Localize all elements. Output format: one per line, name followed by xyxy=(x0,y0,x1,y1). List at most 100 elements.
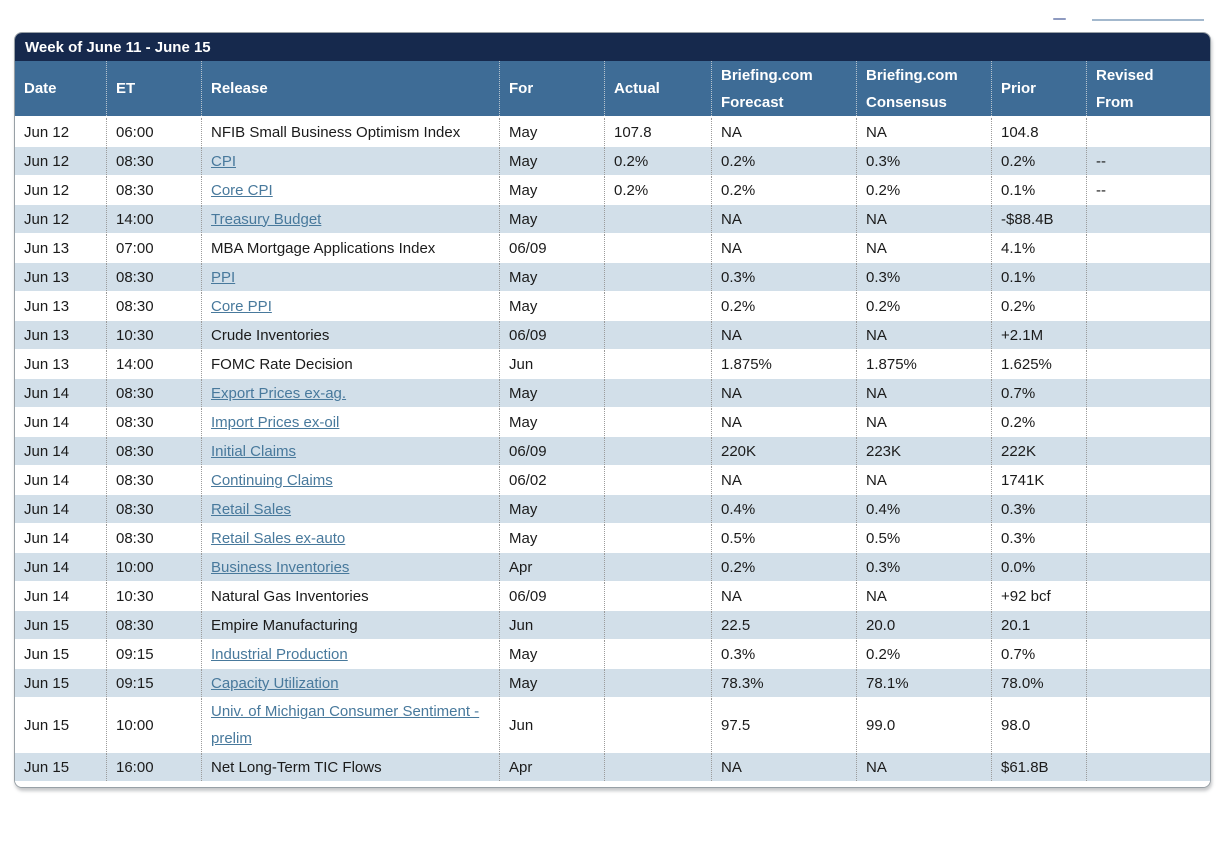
cell-for: May xyxy=(499,263,604,291)
cell-text: Jun 14 xyxy=(24,384,70,402)
release-link[interactable]: Capacity Utilization xyxy=(211,674,339,692)
cell-prior: +92 bcf xyxy=(991,582,1086,610)
cell-for: May xyxy=(499,408,604,436)
cell-text: 0.2% xyxy=(614,181,649,199)
column-header-consensus: Briefing.com Consensus xyxy=(856,61,991,116)
release-link[interactable]: Retail Sales ex-auto xyxy=(211,529,346,547)
cell-text: 0.2% xyxy=(721,152,756,170)
week-title: Week of June 11 - June 15 xyxy=(25,38,211,56)
economic-calendar-table: Week of June 11 - June 15 Date ET Release F… xyxy=(14,32,1211,788)
cell-consensus: NA xyxy=(856,118,991,146)
release-link[interactable]: Business Inventories xyxy=(211,558,350,576)
cell-for: 06/09 xyxy=(499,321,604,349)
release-link[interactable]: PPI xyxy=(211,268,236,286)
cell-revised: -- xyxy=(1086,176,1210,204)
cell-for: May xyxy=(499,640,604,668)
cell-date: Jun 15 xyxy=(15,640,106,668)
cell-et: 14:00 xyxy=(106,205,201,233)
cell-date: Jun 14 xyxy=(15,408,106,436)
table-bottom-padding xyxy=(15,782,1210,787)
cell-consensus: 99.0 xyxy=(856,698,991,752)
release-link[interactable]: Core CPI xyxy=(211,181,273,199)
cell-actual xyxy=(604,292,711,320)
cell-text: Jun 13 xyxy=(24,355,70,373)
cell-forecast: NA xyxy=(711,582,856,610)
cell-consensus: 0.2% xyxy=(856,176,991,204)
table-row: Jun 12 08:30 CPI May 0.2% 0.2% 0.3% 0.2% -- xyxy=(15,147,1210,176)
cell-revised xyxy=(1086,263,1210,291)
cell-text: 08:30 xyxy=(116,181,154,199)
cell-forecast: 0.2% xyxy=(711,176,856,204)
cell-text: NA xyxy=(866,326,887,344)
column-header-revised: Revised From xyxy=(1086,61,1210,116)
cell-forecast: 0.5% xyxy=(711,524,856,552)
cell-consensus: 0.2% xyxy=(856,640,991,668)
cell-text: 0.5% xyxy=(866,529,901,547)
cell-consensus: NA xyxy=(856,466,991,494)
cell-actual xyxy=(604,582,711,610)
cell-text: 08:30 xyxy=(116,471,154,489)
cell-release: Treasury Budget xyxy=(201,205,499,233)
cell-actual xyxy=(604,437,711,465)
cell-text: 22.5 xyxy=(721,616,751,634)
cell-prior: 0.7% xyxy=(991,640,1086,668)
cell-text: Jun 12 xyxy=(24,181,70,199)
cell-date: Jun 13 xyxy=(15,350,106,378)
table-row: Jun 14 08:30 Import Prices ex-oil May NA NA 0.… xyxy=(15,408,1210,437)
cell-release: Core PPI xyxy=(201,292,499,320)
cell-actual xyxy=(604,408,711,436)
cell-text: May xyxy=(509,210,538,228)
cell-release: Crude Inventories xyxy=(201,321,499,349)
cell-actual xyxy=(604,495,711,523)
cell-for: May xyxy=(499,669,604,697)
cell-prior: 1741K xyxy=(991,466,1086,494)
cell-forecast: 97.5 xyxy=(711,698,856,752)
cell-text: 06/09 xyxy=(509,587,547,605)
cell-text: 08:30 xyxy=(116,297,154,315)
release-link[interactable]: Continuing Claims xyxy=(211,471,333,489)
release-link[interactable]: Treasury Budget xyxy=(211,210,322,228)
cell-text: Jun 14 xyxy=(24,529,70,547)
cell-release: NFIB Small Business Optimism Index xyxy=(201,118,499,146)
cell-text: 06/09 xyxy=(509,239,547,257)
cell-for: 06/02 xyxy=(499,466,604,494)
cell-et: 06:00 xyxy=(106,118,201,146)
release-link[interactable]: Initial Claims xyxy=(211,442,297,460)
cell-text: May xyxy=(509,384,538,402)
release-text: Crude Inventories xyxy=(211,326,330,344)
cell-forecast: NA xyxy=(711,408,856,436)
cell-text: Jun xyxy=(509,716,534,734)
cell-text: 0.2% xyxy=(866,645,901,663)
cell-text: 08:30 xyxy=(116,529,154,547)
cell-actual xyxy=(604,379,711,407)
cell-actual xyxy=(604,205,711,233)
cell-for: Jun xyxy=(499,611,604,639)
cell-for: 06/09 xyxy=(499,582,604,610)
cell-text: 98.0 xyxy=(1001,716,1031,734)
cell-date: Jun 13 xyxy=(15,321,106,349)
release-link[interactable]: CPI xyxy=(211,152,237,170)
cell-et: 10:30 xyxy=(106,321,201,349)
release-link[interactable]: Univ. of Michigan Consumer Sentiment - p… xyxy=(211,703,480,747)
release-link[interactable]: Import Prices ex-oil xyxy=(211,413,340,431)
release-link[interactable]: Industrial Production xyxy=(211,645,348,663)
release-link[interactable]: Export Prices ex-ag. xyxy=(211,384,347,402)
cell-text: Jun 13 xyxy=(24,239,70,257)
cell-actual xyxy=(604,753,711,781)
cell-forecast: NA xyxy=(711,234,856,262)
cell-text: 1.875% xyxy=(866,355,917,373)
column-header-forecast: Briefing.com Forecast xyxy=(711,61,856,116)
release-link[interactable]: Retail Sales xyxy=(211,500,292,518)
cell-text: Jun 12 xyxy=(24,152,70,170)
cell-consensus: 0.2% xyxy=(856,292,991,320)
table-row: Jun 15 10:00 Univ. of Michigan Consumer Se… xyxy=(15,698,1210,753)
cell-text: Apr xyxy=(509,758,533,776)
table-row: Jun 13 08:30 Core PPI May 0.2% 0.2% 0.2% xyxy=(15,292,1210,321)
cell-release: Retail Sales ex-auto xyxy=(201,524,499,552)
cell-actual xyxy=(604,263,711,291)
cell-forecast: NA xyxy=(711,466,856,494)
cell-text: 0.3% xyxy=(866,268,901,286)
release-link[interactable]: Core PPI xyxy=(211,297,272,315)
cell-text: May xyxy=(509,181,538,199)
cell-actual xyxy=(604,669,711,697)
